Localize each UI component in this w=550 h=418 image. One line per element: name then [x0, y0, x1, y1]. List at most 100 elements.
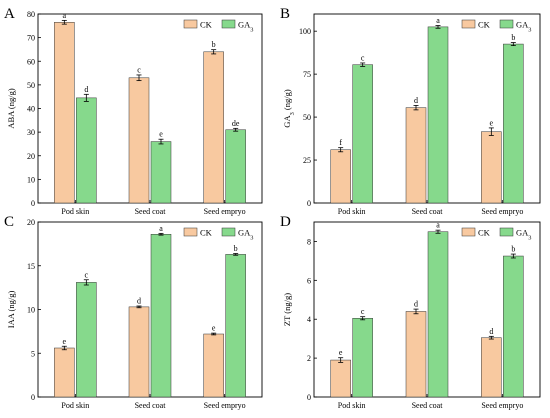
significance-letter: a	[159, 224, 163, 233]
y-tick-label: 100	[299, 27, 311, 36]
legend-label: GA3	[516, 228, 531, 242]
significance-letter: a	[63, 11, 67, 20]
y-tick-label: 10	[27, 306, 35, 315]
ck-bar	[54, 347, 75, 398]
y-tick-label: 30	[27, 128, 35, 137]
y-tick-label: 0	[307, 199, 311, 208]
significance-letter: d	[414, 300, 418, 309]
y-tick-label: 5	[31, 349, 35, 358]
legend-label: CK	[200, 20, 213, 30]
legend-swatch-ck	[183, 227, 198, 237]
significance-letter: a	[436, 221, 440, 230]
ga3-bar	[225, 254, 246, 398]
legend-swatch-ga3	[499, 19, 514, 29]
significance-letter: d	[489, 327, 493, 336]
y-tick-label: 0	[31, 199, 35, 208]
ga3-bar	[150, 141, 172, 204]
y-tick-label: 0	[307, 393, 311, 402]
ck-bar	[203, 51, 224, 204]
ck-bar	[128, 306, 150, 398]
significance-letter: b	[212, 40, 216, 49]
y-tick-label: 75	[303, 70, 311, 79]
legend-swatch-ck	[461, 19, 476, 29]
x-tick-label: Seed coat	[135, 401, 167, 410]
significance-letter: d	[84, 85, 88, 94]
y-tick-label: 70	[27, 34, 35, 43]
y-tick-label: 25	[303, 156, 311, 165]
x-tick-label: Seed empryo	[481, 401, 523, 410]
ga3-bar	[150, 234, 172, 398]
x-tick-label: Pod skin	[338, 207, 366, 216]
significance-letter: e	[490, 118, 494, 127]
panel-label: D	[280, 214, 291, 230]
ga3-bar	[225, 129, 246, 204]
ga3-bar	[503, 43, 524, 204]
y-tick-label: 0	[31, 393, 35, 402]
significance-letter: c	[361, 53, 365, 62]
significance-letter: e	[339, 348, 343, 357]
ck-bar	[330, 149, 351, 204]
y-tick-label: 60	[27, 57, 35, 66]
significance-letter: d	[414, 96, 418, 105]
ck-bar	[330, 359, 351, 398]
panel-a: A 0 10 20 30 40 50 60 70 80 ABA (ng/g) Pod skin a d Se…	[4, 6, 263, 216]
ga3-bar	[352, 318, 373, 398]
panel-d: D 0 2 4 6 8 ZT (ng/g) Pod skin e c Seed coat d a Seed…	[280, 214, 541, 410]
ga3-bar	[427, 26, 449, 204]
significance-letter: c	[137, 65, 141, 74]
legend-label: GA3	[516, 20, 531, 34]
significance-letter: f	[339, 138, 342, 147]
ck-bar	[54, 22, 75, 204]
significance-letter: c	[361, 307, 365, 316]
significance-letter: b	[511, 33, 515, 42]
x-tick-label: Pod skin	[61, 207, 89, 216]
legend-label: GA3	[238, 228, 253, 242]
legend-label: CK	[478, 228, 491, 238]
legend-label: GA3	[238, 20, 253, 34]
ck-bar	[203, 333, 224, 398]
ga3-bar	[503, 255, 524, 398]
ck-bar	[405, 311, 427, 398]
significance-letter: b	[234, 244, 238, 253]
y-tick-label: 80	[27, 10, 35, 19]
legend-swatch-ck	[461, 227, 476, 237]
y-tick-label: 10	[27, 175, 35, 184]
significance-letter: e	[212, 324, 216, 333]
y-tick-label: 40	[27, 105, 35, 114]
ck-bar	[481, 337, 502, 398]
y-axis-label: GA3 (ng/g)	[282, 89, 296, 128]
y-axis-label: ABA (ng/g)	[6, 88, 16, 129]
y-axis-label: IAA (ng/g)	[6, 291, 16, 329]
significance-letter: b	[511, 245, 515, 254]
significance-letter: d	[137, 297, 141, 306]
x-tick-label: Seed coat	[135, 207, 167, 216]
significance-letter: a	[436, 16, 440, 25]
panel-label: C	[4, 214, 14, 230]
y-tick-label: 2	[307, 354, 311, 363]
x-tick-label: Seed coat	[412, 207, 444, 216]
y-tick-label: 6	[307, 276, 311, 285]
y-tick-label: 20	[27, 218, 35, 227]
significance-letter: de	[232, 119, 240, 128]
x-tick-label: Pod skin	[338, 401, 366, 410]
ga3-bar	[76, 282, 97, 398]
ga3-bar	[352, 64, 373, 204]
panel-label: A	[4, 6, 15, 22]
significance-letter: e	[63, 337, 67, 346]
y-tick-label: 8	[307, 237, 311, 246]
panel-c: C 0 5 10 15 20 IAA (ng/g) Pod skin e c Seed coat d a…	[4, 214, 263, 410]
x-tick-label: Seed empryo	[204, 207, 246, 216]
legend-label: CK	[478, 20, 491, 30]
y-tick-label: 20	[27, 152, 35, 161]
panel-label: B	[280, 6, 290, 22]
ck-bar	[128, 77, 150, 204]
y-tick-label: 4	[307, 315, 311, 324]
legend-swatch-ga3	[499, 227, 514, 237]
significance-letter: e	[159, 130, 163, 139]
x-tick-label: Seed empryo	[481, 207, 523, 216]
x-tick-label: Pod skin	[61, 401, 89, 410]
legend-swatch-ga3	[221, 19, 236, 29]
x-tick-label: Seed coat	[412, 401, 444, 410]
legend-swatch-ga3	[221, 227, 236, 237]
